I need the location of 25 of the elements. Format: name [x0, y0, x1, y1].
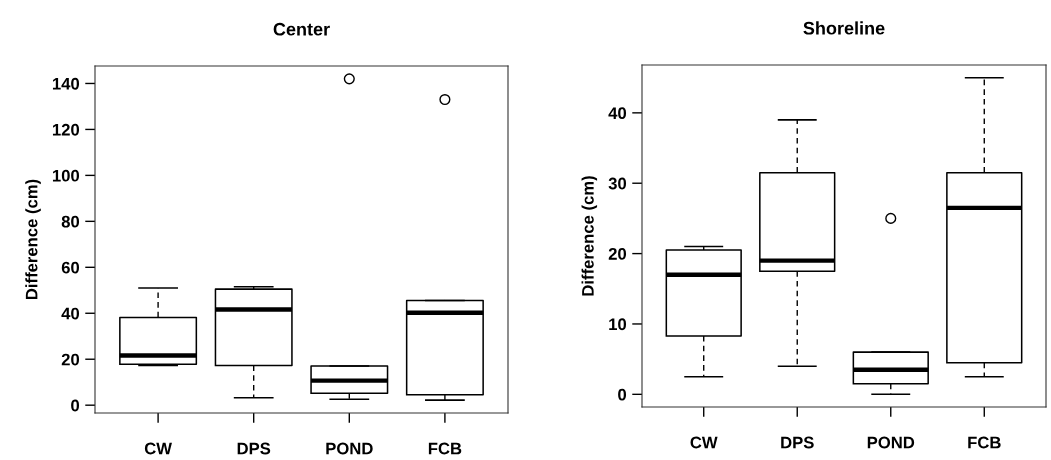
chart-title: Shoreline: [803, 21, 885, 35]
y-axis-title: Difference (cm): [581, 176, 598, 296]
x-tick-label: DPS: [237, 442, 271, 455]
x-tick-label: FCB: [428, 442, 462, 455]
x-tick-label: POND: [867, 436, 915, 449]
x-tick-label: CW: [690, 436, 718, 449]
chart-title: Center: [273, 22, 330, 36]
y-tick-label: 30: [608, 177, 627, 190]
y-tick-label: 10: [609, 318, 627, 331]
y-tick-label: 20: [61, 353, 80, 366]
y-tick-label: 100: [52, 169, 80, 182]
y-tick-label: 20: [608, 247, 627, 260]
y-tick-label: 0: [71, 399, 80, 412]
y-tick-label: 40: [608, 107, 627, 120]
y-tick-label: 120: [52, 123, 80, 136]
y-tick-label: 80: [61, 215, 80, 228]
y-axis-title: Difference (cm): [25, 179, 41, 300]
y-tick-label: 140: [52, 77, 80, 90]
y-tick-label: 0: [618, 388, 627, 401]
y-tick-label: 40: [61, 307, 80, 320]
y-tick-label: 60: [61, 261, 80, 274]
x-tick-label: CW: [144, 442, 172, 455]
x-tick-label: FCB: [968, 436, 1001, 449]
x-tick-label: DPS: [781, 436, 814, 449]
x-tick-label: POND: [326, 442, 373, 455]
